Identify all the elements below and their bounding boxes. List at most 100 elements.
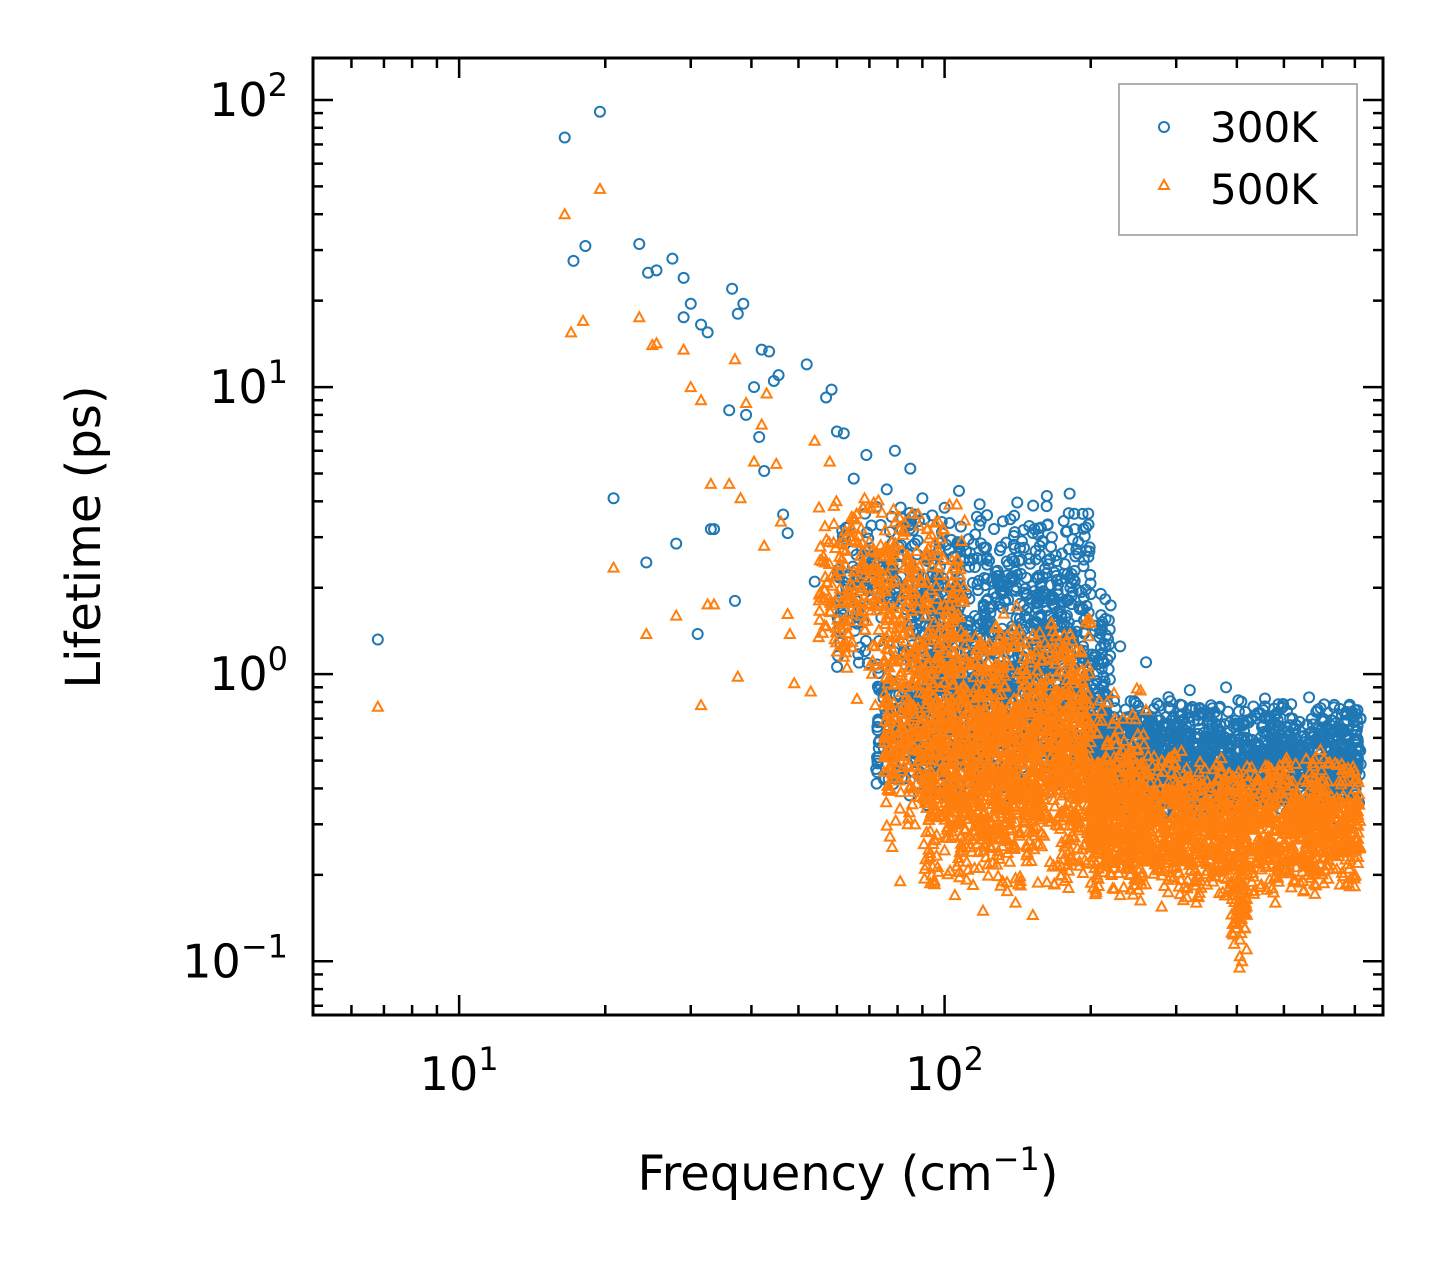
point-300k [1249, 744, 1262, 757]
point-500k [818, 519, 832, 532]
point-500k [864, 544, 879, 557]
point-500k [935, 614, 949, 627]
point-300k [852, 648, 865, 661]
point-300k [1330, 732, 1343, 745]
point-300k [737, 297, 750, 310]
point-500k [889, 745, 904, 758]
point-300k [991, 564, 1004, 577]
point-300k [670, 537, 683, 550]
point-500k [871, 574, 886, 587]
point-500k [881, 782, 895, 795]
point-300k [1206, 718, 1219, 731]
point-500k [1049, 629, 1063, 642]
point-500k [966, 685, 981, 698]
point-300k [695, 318, 708, 331]
point-300k [1094, 624, 1107, 637]
point-500k [882, 725, 897, 738]
point-500k [1083, 703, 1097, 716]
point-500k [862, 658, 877, 671]
point-300k [1220, 681, 1233, 694]
point-300k [860, 448, 873, 461]
point-500k [1107, 686, 1121, 699]
point-500k [950, 655, 964, 668]
point-500k [1008, 638, 1022, 651]
point-300k [1050, 569, 1063, 582]
point-300k [1008, 526, 1021, 539]
point-500k [928, 515, 943, 528]
point-500k [1030, 682, 1045, 696]
point-500k [998, 679, 1012, 692]
point-500k [871, 595, 886, 608]
point-500k [1029, 673, 1043, 686]
point-300k [983, 554, 996, 567]
point-300k [1103, 638, 1116, 651]
point-300k [1192, 738, 1205, 751]
point-500k [860, 596, 874, 609]
point-500k [868, 639, 882, 652]
point-300k [1084, 588, 1097, 601]
point-500k [895, 543, 909, 556]
point-300k [847, 472, 860, 485]
point-300k [1053, 604, 1066, 617]
point-500k [954, 682, 968, 695]
point-300k [1088, 682, 1101, 695]
point-500k [869, 561, 883, 574]
point-500k [922, 531, 936, 544]
point-500k [1049, 683, 1063, 696]
point-500k [1036, 693, 1050, 706]
point-300k [1095, 609, 1108, 622]
point-300k [1218, 730, 1231, 743]
point-500k [945, 677, 959, 690]
point-500k [817, 618, 832, 631]
point-300k [708, 523, 721, 536]
point-300k [371, 633, 384, 646]
point-300k [830, 425, 843, 438]
point-500k [894, 785, 908, 798]
point-300k [1082, 550, 1095, 563]
point-500k [888, 813, 903, 826]
point-300k [973, 498, 986, 511]
point-300k [772, 369, 785, 382]
point-500k [872, 622, 886, 635]
point-500k [835, 551, 849, 564]
point-500k [882, 660, 897, 673]
point-500k [1053, 703, 1067, 716]
point-500k [946, 636, 961, 649]
point-500k [1025, 708, 1039, 721]
point-300k [1174, 698, 1187, 711]
point-300k [1033, 548, 1046, 561]
point-500k [1029, 631, 1043, 644]
point-500k [815, 625, 830, 638]
point-500k [953, 568, 967, 581]
point-500k [1016, 651, 1031, 664]
point-500k [858, 567, 872, 580]
point-500k [853, 608, 868, 621]
point-300k [837, 427, 850, 440]
point-300k [981, 509, 994, 522]
point-500k [877, 750, 891, 763]
point-300k [904, 462, 917, 475]
point-500k [934, 531, 948, 544]
point-500k [997, 606, 1011, 619]
point-300k [870, 763, 883, 776]
point-300k [977, 541, 990, 554]
point-500k [913, 750, 927, 763]
point-300k [1000, 536, 1013, 549]
point-500k [842, 529, 857, 542]
point-500k [978, 660, 992, 673]
point-300k [1063, 487, 1076, 500]
point-500k [813, 612, 827, 625]
point-500k [914, 672, 928, 685]
point-500k [903, 556, 918, 569]
point-500k [947, 610, 962, 623]
point-300k [976, 616, 989, 629]
point-300k [1020, 571, 1033, 584]
point-500k [973, 663, 987, 676]
point-500k [907, 706, 922, 719]
point-500k [882, 715, 896, 728]
point-300k [1277, 731, 1290, 744]
point-500k [1139, 702, 1153, 715]
point-300k [952, 484, 965, 497]
point-500k [1060, 701, 1075, 714]
point-500k [883, 829, 897, 842]
